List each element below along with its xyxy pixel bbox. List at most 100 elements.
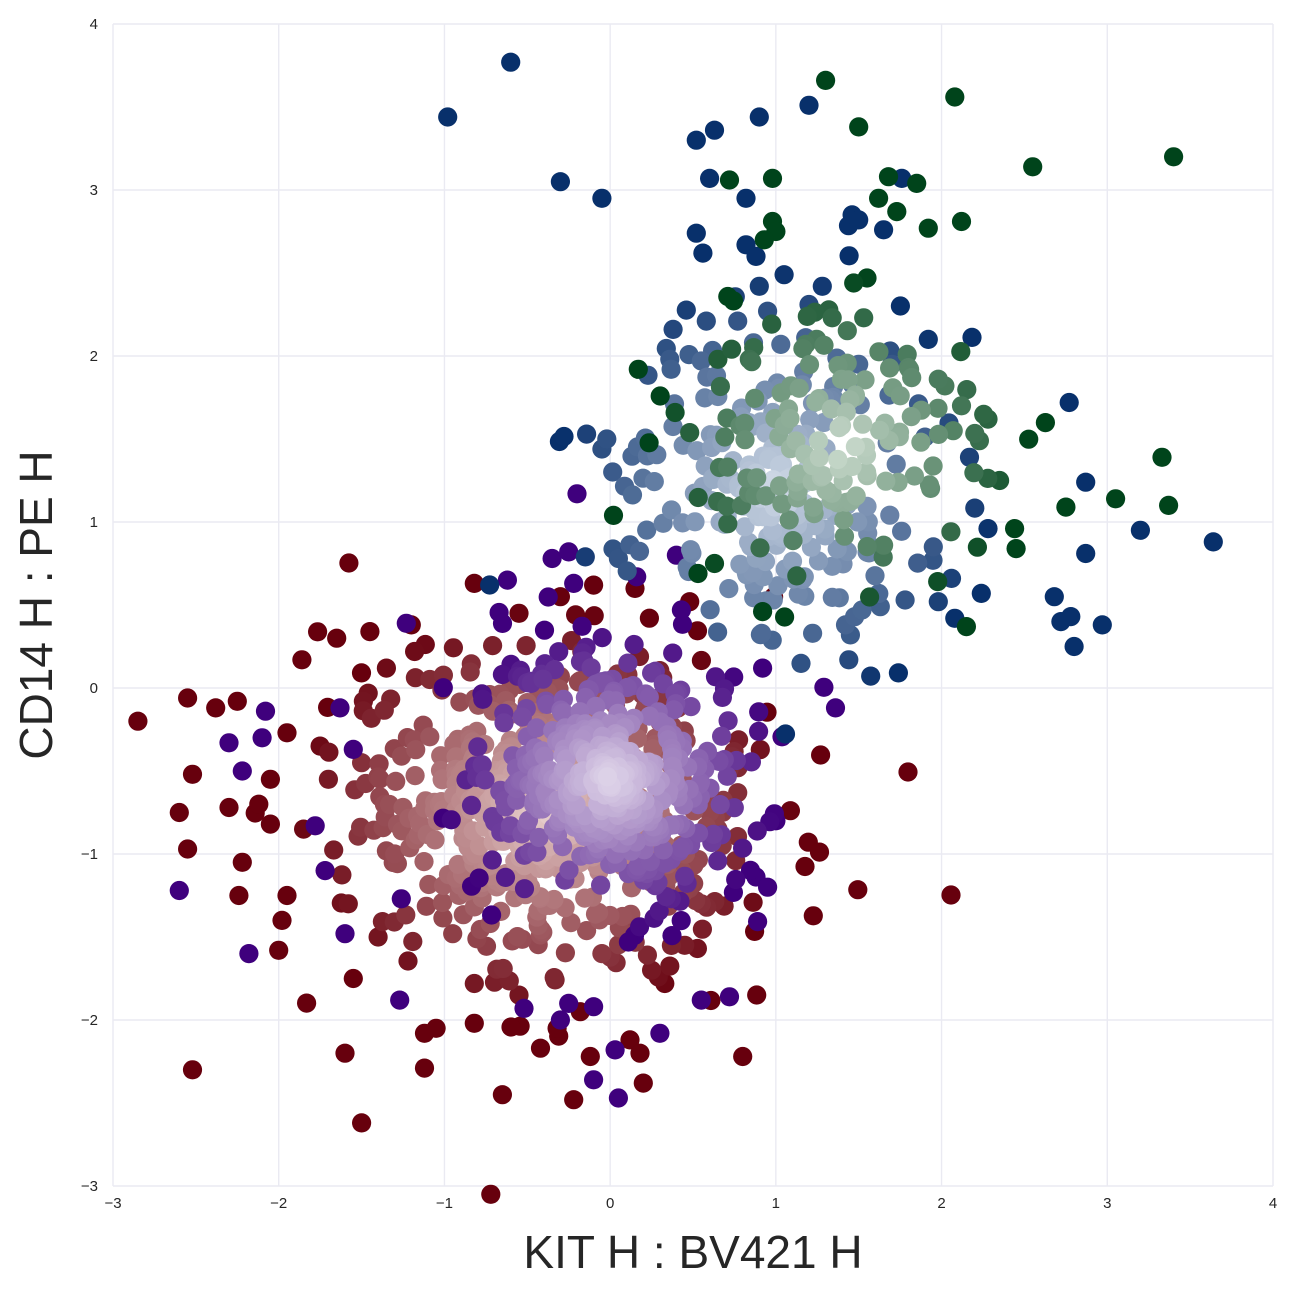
data-point xyxy=(728,783,748,803)
data-point xyxy=(814,335,834,355)
data-point xyxy=(473,689,493,709)
data-point xyxy=(464,1013,484,1033)
data-point xyxy=(252,728,272,748)
data-point xyxy=(1023,157,1043,177)
data-point xyxy=(704,120,725,140)
data-point xyxy=(249,794,269,814)
data-point xyxy=(908,553,928,573)
data-point xyxy=(749,702,769,722)
data-point xyxy=(324,840,344,860)
data-point xyxy=(838,370,858,390)
data-point xyxy=(472,755,492,775)
data-point xyxy=(391,889,411,909)
data-point xyxy=(219,733,239,753)
data-point xyxy=(693,243,713,263)
y-tick-label: 0 xyxy=(90,680,98,697)
data-point xyxy=(735,517,755,537)
data-point xyxy=(512,707,532,727)
data-point xyxy=(182,764,203,784)
data-point xyxy=(799,355,820,375)
data-point xyxy=(492,613,513,634)
data-point xyxy=(239,944,259,964)
data-point xyxy=(803,623,823,643)
data-point xyxy=(1006,539,1026,559)
data-point xyxy=(501,52,521,72)
data-point xyxy=(749,721,769,742)
data-point xyxy=(370,769,390,789)
data-point xyxy=(637,945,658,965)
data-point xyxy=(791,653,811,674)
data-point xyxy=(227,691,247,711)
data-point xyxy=(597,767,618,787)
data-point xyxy=(495,867,516,888)
data-point xyxy=(788,584,808,604)
data-point xyxy=(928,398,948,418)
data-point xyxy=(603,505,624,525)
data-point xyxy=(869,188,889,208)
data-point xyxy=(538,587,558,607)
data-point xyxy=(617,561,637,581)
data-point xyxy=(775,607,795,627)
data-point xyxy=(806,392,826,412)
data-point xyxy=(704,553,725,574)
data-point xyxy=(1164,147,1184,167)
y-tick-label: −3 xyxy=(81,1178,98,1195)
data-point xyxy=(749,276,769,296)
data-point xyxy=(559,860,579,880)
data-point xyxy=(691,351,711,371)
data-point xyxy=(405,641,425,662)
data-point xyxy=(672,614,693,634)
data-point xyxy=(964,463,984,483)
data-point xyxy=(842,456,862,477)
data-point xyxy=(554,426,574,447)
data-point xyxy=(374,700,394,720)
data-point xyxy=(255,701,276,721)
data-point xyxy=(723,291,744,311)
data-point xyxy=(414,852,434,872)
y-tick-label: −2 xyxy=(81,1012,98,1029)
data-point xyxy=(461,795,482,816)
y-tick-label: −1 xyxy=(81,846,98,863)
data-point xyxy=(800,410,820,430)
x-tick-label: 4 xyxy=(1269,1195,1277,1212)
data-point xyxy=(708,622,728,642)
data-point xyxy=(708,349,728,369)
data-point xyxy=(662,926,682,946)
data-point xyxy=(741,752,762,772)
data-point xyxy=(719,170,740,190)
data-point xyxy=(475,770,495,790)
x-tick-label: −3 xyxy=(104,1195,121,1212)
data-point xyxy=(448,854,468,875)
data-point xyxy=(493,958,513,979)
data-point xyxy=(717,766,737,786)
data-point xyxy=(549,642,569,662)
data-point xyxy=(951,211,972,232)
data-point xyxy=(559,993,579,1014)
data-point xyxy=(688,487,708,508)
x-tick-labels: −3 −2 −1 0 1 2 3 4 xyxy=(104,1195,1277,1212)
data-point xyxy=(277,723,297,743)
data-point xyxy=(390,990,410,1010)
data-point xyxy=(639,687,659,707)
data-point xyxy=(918,218,938,238)
data-point xyxy=(630,1043,650,1063)
data-point xyxy=(945,87,965,107)
data-point xyxy=(649,901,669,921)
data-point xyxy=(305,816,325,836)
data-point xyxy=(814,677,834,697)
data-point xyxy=(630,917,650,937)
data-point xyxy=(758,877,778,897)
data-point xyxy=(480,575,500,595)
data-point xyxy=(597,429,617,449)
data-point xyxy=(426,1018,446,1038)
data-point xyxy=(888,663,909,683)
data-point xyxy=(644,472,664,492)
data-point xyxy=(443,924,463,944)
data-point xyxy=(639,608,660,628)
data-point xyxy=(688,563,708,584)
data-point xyxy=(1019,429,1039,449)
data-point xyxy=(482,905,502,925)
data-point xyxy=(774,265,794,285)
x-tick-label: 1 xyxy=(772,1195,780,1212)
data-point xyxy=(1159,495,1179,515)
